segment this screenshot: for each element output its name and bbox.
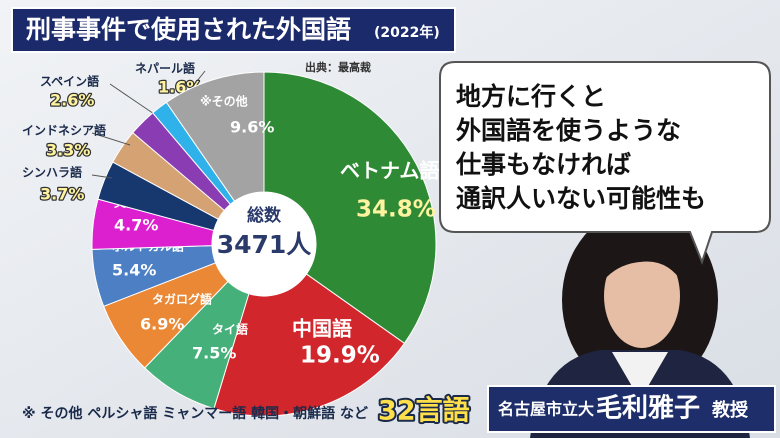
bubble-line: 地方に行くと	[456, 82, 606, 111]
slice-label: タガログ語	[152, 292, 212, 307]
slice-label: インドネシア語	[22, 123, 106, 138]
leader-line	[109, 83, 161, 119]
value-label: 19.9%	[300, 343, 380, 369]
speech-bubble	[439, 61, 771, 265]
name-plate	[487, 385, 776, 433]
donut-hole	[212, 192, 316, 296]
value-label: 2.6%	[50, 91, 94, 110]
chart-title: 刑事事件で使用された外国語	[26, 15, 351, 44]
value-label: 3.7%	[40, 185, 84, 204]
bubble-line: 外国語を使うような	[456, 116, 681, 145]
bubble-line: 仕事もなければ	[455, 150, 631, 179]
value-label: 34.8%	[356, 197, 436, 223]
source: 出典：最高裁	[305, 60, 371, 74]
pie: ベトナム語34.8%中国語19.9%タイ語7.5%タガログ語6.9%ポルトガル語…	[22, 61, 439, 417]
value-label: 6.9%	[140, 315, 184, 334]
title-box	[11, 7, 456, 53]
value-label: 3.3%	[46, 141, 90, 160]
slice-label: スペイン語	[40, 74, 99, 89]
leader-line	[91, 174, 113, 179]
total-label: 3471人	[217, 230, 312, 259]
slice-label: ネパール語	[135, 61, 195, 76]
title-note: (2022年)	[374, 24, 440, 41]
slice-label: ※その他	[200, 94, 248, 109]
slice-label: 中国語	[292, 317, 352, 341]
slice-label: ベトナム語	[340, 159, 439, 183]
value-label: 5.4%	[112, 261, 156, 280]
center-label: 総数	[247, 205, 282, 226]
person-name: 毛利雅子	[596, 394, 700, 424]
value-label: 4.7%	[114, 216, 158, 235]
affiliation: 名古屋市立大	[498, 400, 594, 419]
slice-label: タイ語	[212, 322, 248, 337]
footnote: ※ その他 ペルシャ語 ミャンマー語 韓国・朝鮮語 など	[22, 405, 368, 422]
value-label: 9.6%	[230, 118, 274, 137]
slice-label: シンハラ語	[22, 165, 82, 180]
leader-line	[91, 132, 131, 146]
bubble-line: 通訳人いない可能性も	[456, 184, 706, 213]
person-title: 教授	[712, 399, 749, 421]
value-label: 7.5%	[192, 344, 236, 363]
language-count: 32言語	[378, 395, 470, 427]
